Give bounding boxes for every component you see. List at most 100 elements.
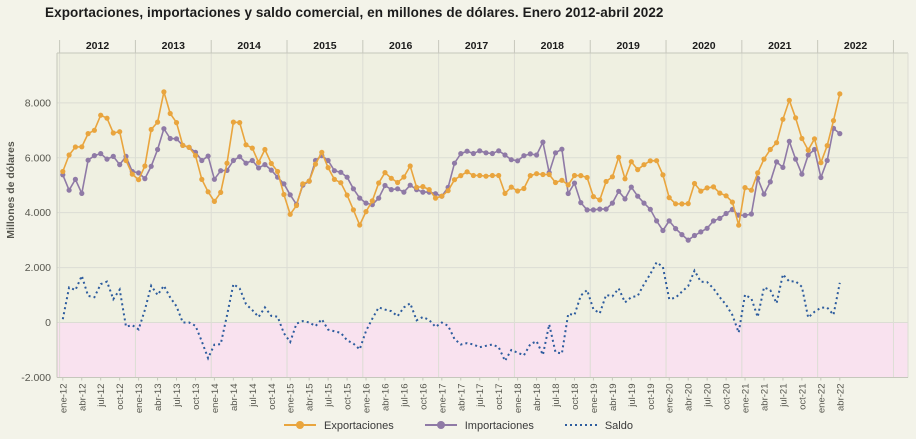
exportaciones-data-point (685, 201, 691, 207)
importaciones-data-point (357, 195, 363, 201)
importaciones-data-point (527, 151, 533, 157)
exportaciones-data-point (786, 97, 792, 103)
exportaciones-data-point (243, 142, 249, 148)
exportaciones-data-point (742, 185, 748, 191)
importaciones-data-point (578, 200, 584, 206)
exportaciones-data-point (609, 174, 616, 180)
importaciones-data-point (407, 182, 413, 188)
importaciones-data-point (98, 151, 104, 157)
exportaciones-data-point (224, 160, 230, 166)
importaciones-data-point (584, 207, 590, 213)
importaciones-data-point (66, 187, 72, 193)
exportaciones-data-point (91, 127, 97, 133)
x-tick-label: abr-18 (532, 384, 543, 411)
importaciones-data-point (679, 232, 685, 238)
importaciones-data-point (350, 186, 356, 192)
x-tick-label: ene-13 (134, 384, 145, 414)
importaciones-data-point (799, 171, 805, 177)
exportaciones-data-point (666, 195, 672, 201)
legend-label-importaciones: Importaciones (464, 420, 534, 432)
x-tick-label: jul-21 (778, 384, 789, 408)
exportaciones-data-point (445, 188, 451, 194)
exportaciones-data-point (388, 175, 394, 181)
exportaciones-data-point (704, 185, 710, 191)
exportaciones-data-point (104, 115, 110, 121)
importaciones-data-point (786, 138, 792, 144)
exportaciones-data-point (180, 142, 186, 148)
exportaciones-data-point (420, 184, 426, 190)
importaciones-data-point (647, 206, 653, 212)
exportaciones-data-point (761, 156, 767, 162)
importaciones-data-point (420, 189, 426, 195)
exportaciones-data-point (565, 182, 571, 188)
exportaciones-data-point (363, 209, 369, 215)
x-tick-label: ene-12 (58, 384, 69, 414)
importaciones-data-point (717, 215, 723, 221)
exportaciones-data-point (571, 172, 578, 179)
x-tick-label: abr-19 (608, 384, 619, 411)
exportaciones-data-point (717, 190, 723, 196)
exportaciones-data-point (552, 179, 559, 186)
importaciones-data-point (837, 131, 843, 137)
exportaciones-series-line (62, 91, 841, 227)
importaciones-data-point (774, 159, 780, 165)
y-tick-label: 0 (45, 317, 51, 329)
x-tick-label: jul-12 (96, 384, 107, 408)
importaciones-data-point (199, 157, 205, 164)
exportaciones-data-point (287, 211, 293, 217)
x-tick-label: ene-14 (210, 384, 221, 414)
exportaciones-data-point (426, 187, 432, 193)
exportaciones-data-point (432, 195, 439, 201)
exportaciones-data-point (458, 173, 464, 179)
exportaciones-data-point (382, 170, 388, 176)
importaciones-data-point (552, 150, 559, 156)
exportaciones-data-point (218, 189, 224, 195)
exportaciones-data-point (357, 222, 363, 228)
exportaciones-data-point (117, 129, 123, 135)
exportaciones-data-point (369, 198, 375, 204)
x-tick-label: oct-20 (722, 384, 733, 410)
exportaciones-data-point (199, 176, 205, 182)
x-tick-label: abr-16 (380, 384, 391, 411)
importaciones-data-point (780, 164, 786, 170)
exportaciones-data-point (237, 120, 243, 126)
importaciones-data-point (641, 200, 647, 206)
importaciones-data-point (395, 186, 401, 192)
importaciones-data-point (635, 193, 641, 199)
x-tick-label: jul-15 (324, 384, 335, 408)
exportaciones-data-point (515, 188, 521, 194)
year-label: 2013 (162, 40, 186, 52)
importaciones-data-point (616, 188, 622, 194)
x-tick-label: abr-15 (305, 384, 316, 411)
exportaciones-data-point (414, 184, 420, 190)
exportaciones-data-point (584, 174, 590, 181)
x-tick-label: jul-20 (703, 384, 714, 408)
legend-item-exportaciones: Exportaciones (283, 417, 394, 435)
exportaciones-data-point (527, 173, 533, 179)
exportaciones-data-point (641, 162, 647, 168)
exportaciones-data-point (110, 130, 116, 136)
importaciones-data-point (761, 191, 767, 197)
importaciones-data-point (211, 176, 217, 182)
exportaciones-data-point (578, 173, 584, 179)
importaciones-data-point (432, 191, 439, 197)
importaciones-line-marker-icon (424, 417, 458, 435)
exportaciones-data-point (211, 198, 217, 204)
legend-label-exportaciones: Exportaciones (324, 420, 394, 432)
importaciones-data-point (805, 152, 811, 158)
exportaciones-data-point (483, 173, 489, 179)
exportaciones-data-point (66, 152, 72, 158)
x-tick-label: jul-19 (627, 384, 638, 408)
year-label: 2014 (237, 40, 261, 52)
x-tick-label: abr-17 (456, 384, 467, 411)
importaciones-data-point (723, 210, 729, 217)
exportaciones-data-point (142, 163, 148, 169)
importaciones-data-point (155, 146, 161, 153)
x-tick-label: jul-16 (399, 384, 410, 408)
importaciones-data-point (685, 237, 691, 243)
x-tick-label: oct-12 (115, 384, 126, 410)
importaciones-data-point (622, 196, 628, 202)
exportaciones-data-point (673, 201, 679, 207)
exportaciones-data-point (654, 158, 660, 164)
